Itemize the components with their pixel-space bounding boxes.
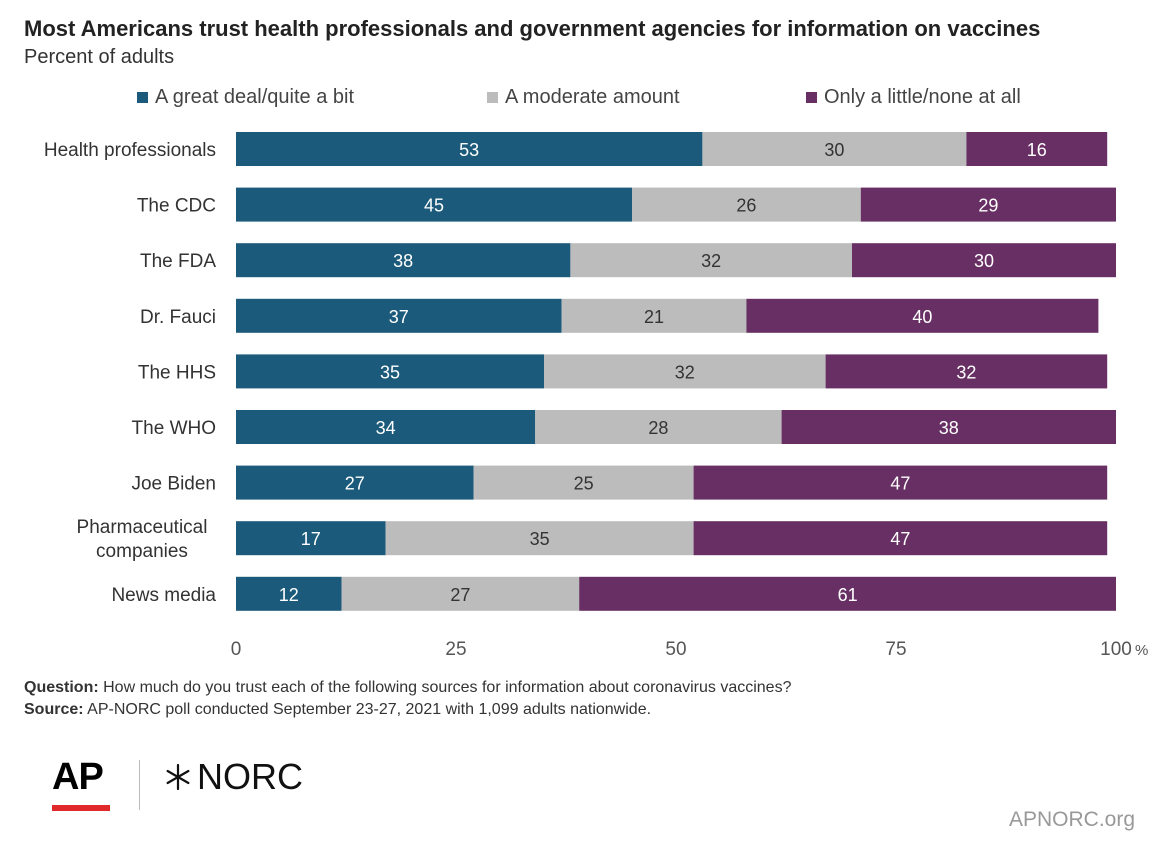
- bar-news-media-only-a-little-none-at-all: [579, 576, 1116, 611]
- bar-dr-fauci-only-a-little-none-at-all: [746, 298, 1099, 333]
- site-url: APNORC.org: [1008, 808, 1135, 831]
- bar-the-who-a-great-deal-quite-a-bit: [236, 410, 536, 444]
- legend-label-little-none: Only a little/none at all: [824, 86, 1021, 108]
- x-tick-label-25: 25: [445, 639, 466, 660]
- data-label-pharmaceutical-companies-only-a-little-none-at-all: 47: [890, 529, 910, 549]
- data-label-the-hhs-only-a-little-none-at-all: 32: [956, 362, 976, 382]
- data-label-joe-biden-a-great-deal-quite-a-bit: 27: [345, 474, 365, 494]
- question-label: Question:: [24, 679, 99, 696]
- data-label-dr-fauci-a-great-deal-quite-a-bit: 37: [389, 307, 409, 327]
- bar-health-professionals-a-great-deal-quite-a-bit: [236, 132, 703, 166]
- data-label-joe-biden-only-a-little-none-at-all: 47: [890, 474, 910, 494]
- category-label-dr-fauci: Dr. Fauci: [140, 307, 216, 328]
- bar-the-hhs-only-a-little-none-at-all: [825, 354, 1108, 389]
- bar-the-hhs-a-great-deal-quite-a-bit: [236, 354, 544, 389]
- bar-the-who-a-moderate-amount: [535, 410, 782, 444]
- logo-divider: [139, 760, 140, 810]
- category-label-the-cdc: The CDC: [137, 196, 216, 217]
- bar-the-cdc-only-a-little-none-at-all: [860, 187, 1116, 222]
- bar-pharmaceutical-companies-a-great-deal-quite-a-bit: [236, 521, 386, 556]
- norc-logo-text: NORC: [197, 756, 303, 797]
- bar-the-cdc-a-moderate-amount: [632, 187, 861, 222]
- bar-dr-fauci-a-great-deal-quite-a-bit: [236, 298, 562, 333]
- bar-the-cdc-a-great-deal-quite-a-bit: [236, 187, 632, 222]
- data-label-news-media-a-great-deal-quite-a-bit: 12: [279, 585, 299, 605]
- question-text: How much do you trust each of the follow…: [103, 679, 792, 696]
- legend-swatch-great-deal: [137, 92, 148, 103]
- source-text: AP-NORC poll conducted September 23-27, …: [87, 701, 652, 718]
- question-note: Question: How much do you trust each of …: [24, 677, 791, 699]
- data-label-the-hhs-a-moderate-amount: 32: [675, 362, 695, 382]
- bar-pharmaceutical-companies-a-moderate-amount: [385, 521, 694, 556]
- legend-label-great-deal: A great deal/quite a bit: [155, 86, 355, 108]
- category-label-health-professionals: Health professionals: [44, 140, 216, 161]
- bar-the-fda-a-great-deal-quite-a-bit: [236, 243, 571, 278]
- category-label-the-fda: The FDA: [140, 251, 216, 272]
- bar-joe-biden-a-great-deal-quite-a-bit: [236, 465, 474, 500]
- data-label-health-professionals-a-moderate-amount: 30: [824, 140, 844, 160]
- category-label-pharmaceutical-companies: Pharmaceutical companies: [77, 517, 208, 562]
- source-label: Source:: [24, 701, 84, 718]
- data-label-health-professionals-a-great-deal-quite-a-bit: 53: [459, 140, 479, 160]
- chart-subtitle: Percent of adults: [24, 46, 175, 68]
- notes: Question: How much do you trust each of …: [24, 677, 791, 721]
- bar-joe-biden-only-a-little-none-at-all: [693, 465, 1108, 500]
- x-tick-label-50: 50: [665, 639, 686, 660]
- data-label-pharmaceutical-companies-a-great-deal-quite-a-bit: 17: [301, 529, 321, 549]
- bar-dr-fauci-a-moderate-amount: [561, 298, 747, 333]
- ap-logo: AP: [52, 758, 110, 812]
- bar-health-professionals-a-moderate-amount: [702, 132, 967, 166]
- x-tick-label-75: 75: [885, 639, 906, 660]
- bar-pharmaceutical-companies-only-a-little-none-at-all: [693, 521, 1108, 556]
- x-tick-label-100: 100: [1100, 639, 1132, 660]
- legend-item-great-deal: A great deal/quite a bit: [137, 86, 354, 109]
- data-label-the-cdc-a-great-deal-quite-a-bit: 45: [424, 196, 444, 216]
- category-label-the-hhs: The HHS: [138, 362, 216, 383]
- data-label-the-fda-only-a-little-none-at-all: 30: [974, 251, 994, 271]
- bar-news-media-a-moderate-amount: [341, 576, 580, 611]
- data-label-joe-biden-a-moderate-amount: 25: [574, 474, 594, 494]
- data-label-dr-fauci-only-a-little-none-at-all: 40: [912, 307, 932, 327]
- x-axis-unit: %: [1135, 642, 1148, 659]
- data-label-news-media-only-a-little-none-at-all: 61: [838, 585, 858, 605]
- x-tick-label-0: 0: [231, 639, 242, 660]
- bar-joe-biden-a-moderate-amount: [473, 465, 694, 500]
- data-label-health-professionals-only-a-little-none-at-all: 16: [1027, 140, 1047, 160]
- norc-logo: NORC: [163, 755, 303, 799]
- category-label-the-who: The WHO: [132, 418, 216, 439]
- legend-label-moderate: A moderate amount: [505, 86, 680, 108]
- category-label-news-media: News media: [111, 585, 216, 606]
- bar-the-fda-a-moderate-amount: [570, 243, 852, 278]
- data-label-dr-fauci-a-moderate-amount: 21: [644, 307, 664, 327]
- data-label-the-who-a-great-deal-quite-a-bit: 34: [376, 418, 396, 438]
- legend-swatch-little-none: [806, 92, 817, 103]
- data-label-the-hhs-a-great-deal-quite-a-bit: 35: [380, 362, 400, 382]
- bar-news-media-a-great-deal-quite-a-bit: [236, 576, 342, 611]
- data-label-pharmaceutical-companies-a-moderate-amount: 35: [530, 529, 550, 549]
- ap-logo-bar: [52, 805, 110, 811]
- bar-the-who-only-a-little-none-at-all: [781, 410, 1116, 444]
- data-label-news-media-a-moderate-amount: 27: [450, 585, 470, 605]
- legend-item-little-none: Only a little/none at all: [806, 86, 1021, 109]
- legend-swatch-moderate: [487, 92, 498, 103]
- category-label-joe-biden: Joe Biden: [131, 474, 216, 495]
- source-note: Source: AP-NORC poll conducted September…: [24, 699, 791, 721]
- ap-logo-text: AP: [52, 756, 104, 798]
- norc-star-icon: [166, 763, 190, 791]
- bar-health-professionals-only-a-little-none-at-all: [966, 132, 1108, 166]
- bar-the-fda-only-a-little-none-at-all: [852, 243, 1116, 278]
- legend-item-moderate: A moderate amount: [487, 86, 680, 109]
- data-label-the-fda-a-moderate-amount: 32: [701, 251, 721, 271]
- chart-title: Most Americans trust health professional…: [24, 16, 1041, 41]
- data-label-the-cdc-a-moderate-amount: 26: [736, 196, 756, 216]
- stacked-bar-chart: Health professionals 53 30 16 The CDC 45 26 29 T…: [44, 132, 1148, 660]
- data-label-the-fda-a-great-deal-quite-a-bit: 38: [393, 251, 413, 271]
- legend: A great deal/quite a bit A moderate amou…: [0, 86, 1161, 114]
- data-label-the-who-only-a-little-none-at-all: 38: [939, 418, 959, 438]
- data-label-the-cdc-only-a-little-none-at-all: 29: [978, 196, 998, 216]
- bar-the-hhs-a-moderate-amount: [544, 354, 826, 389]
- data-label-the-who-a-moderate-amount: 28: [648, 418, 668, 438]
